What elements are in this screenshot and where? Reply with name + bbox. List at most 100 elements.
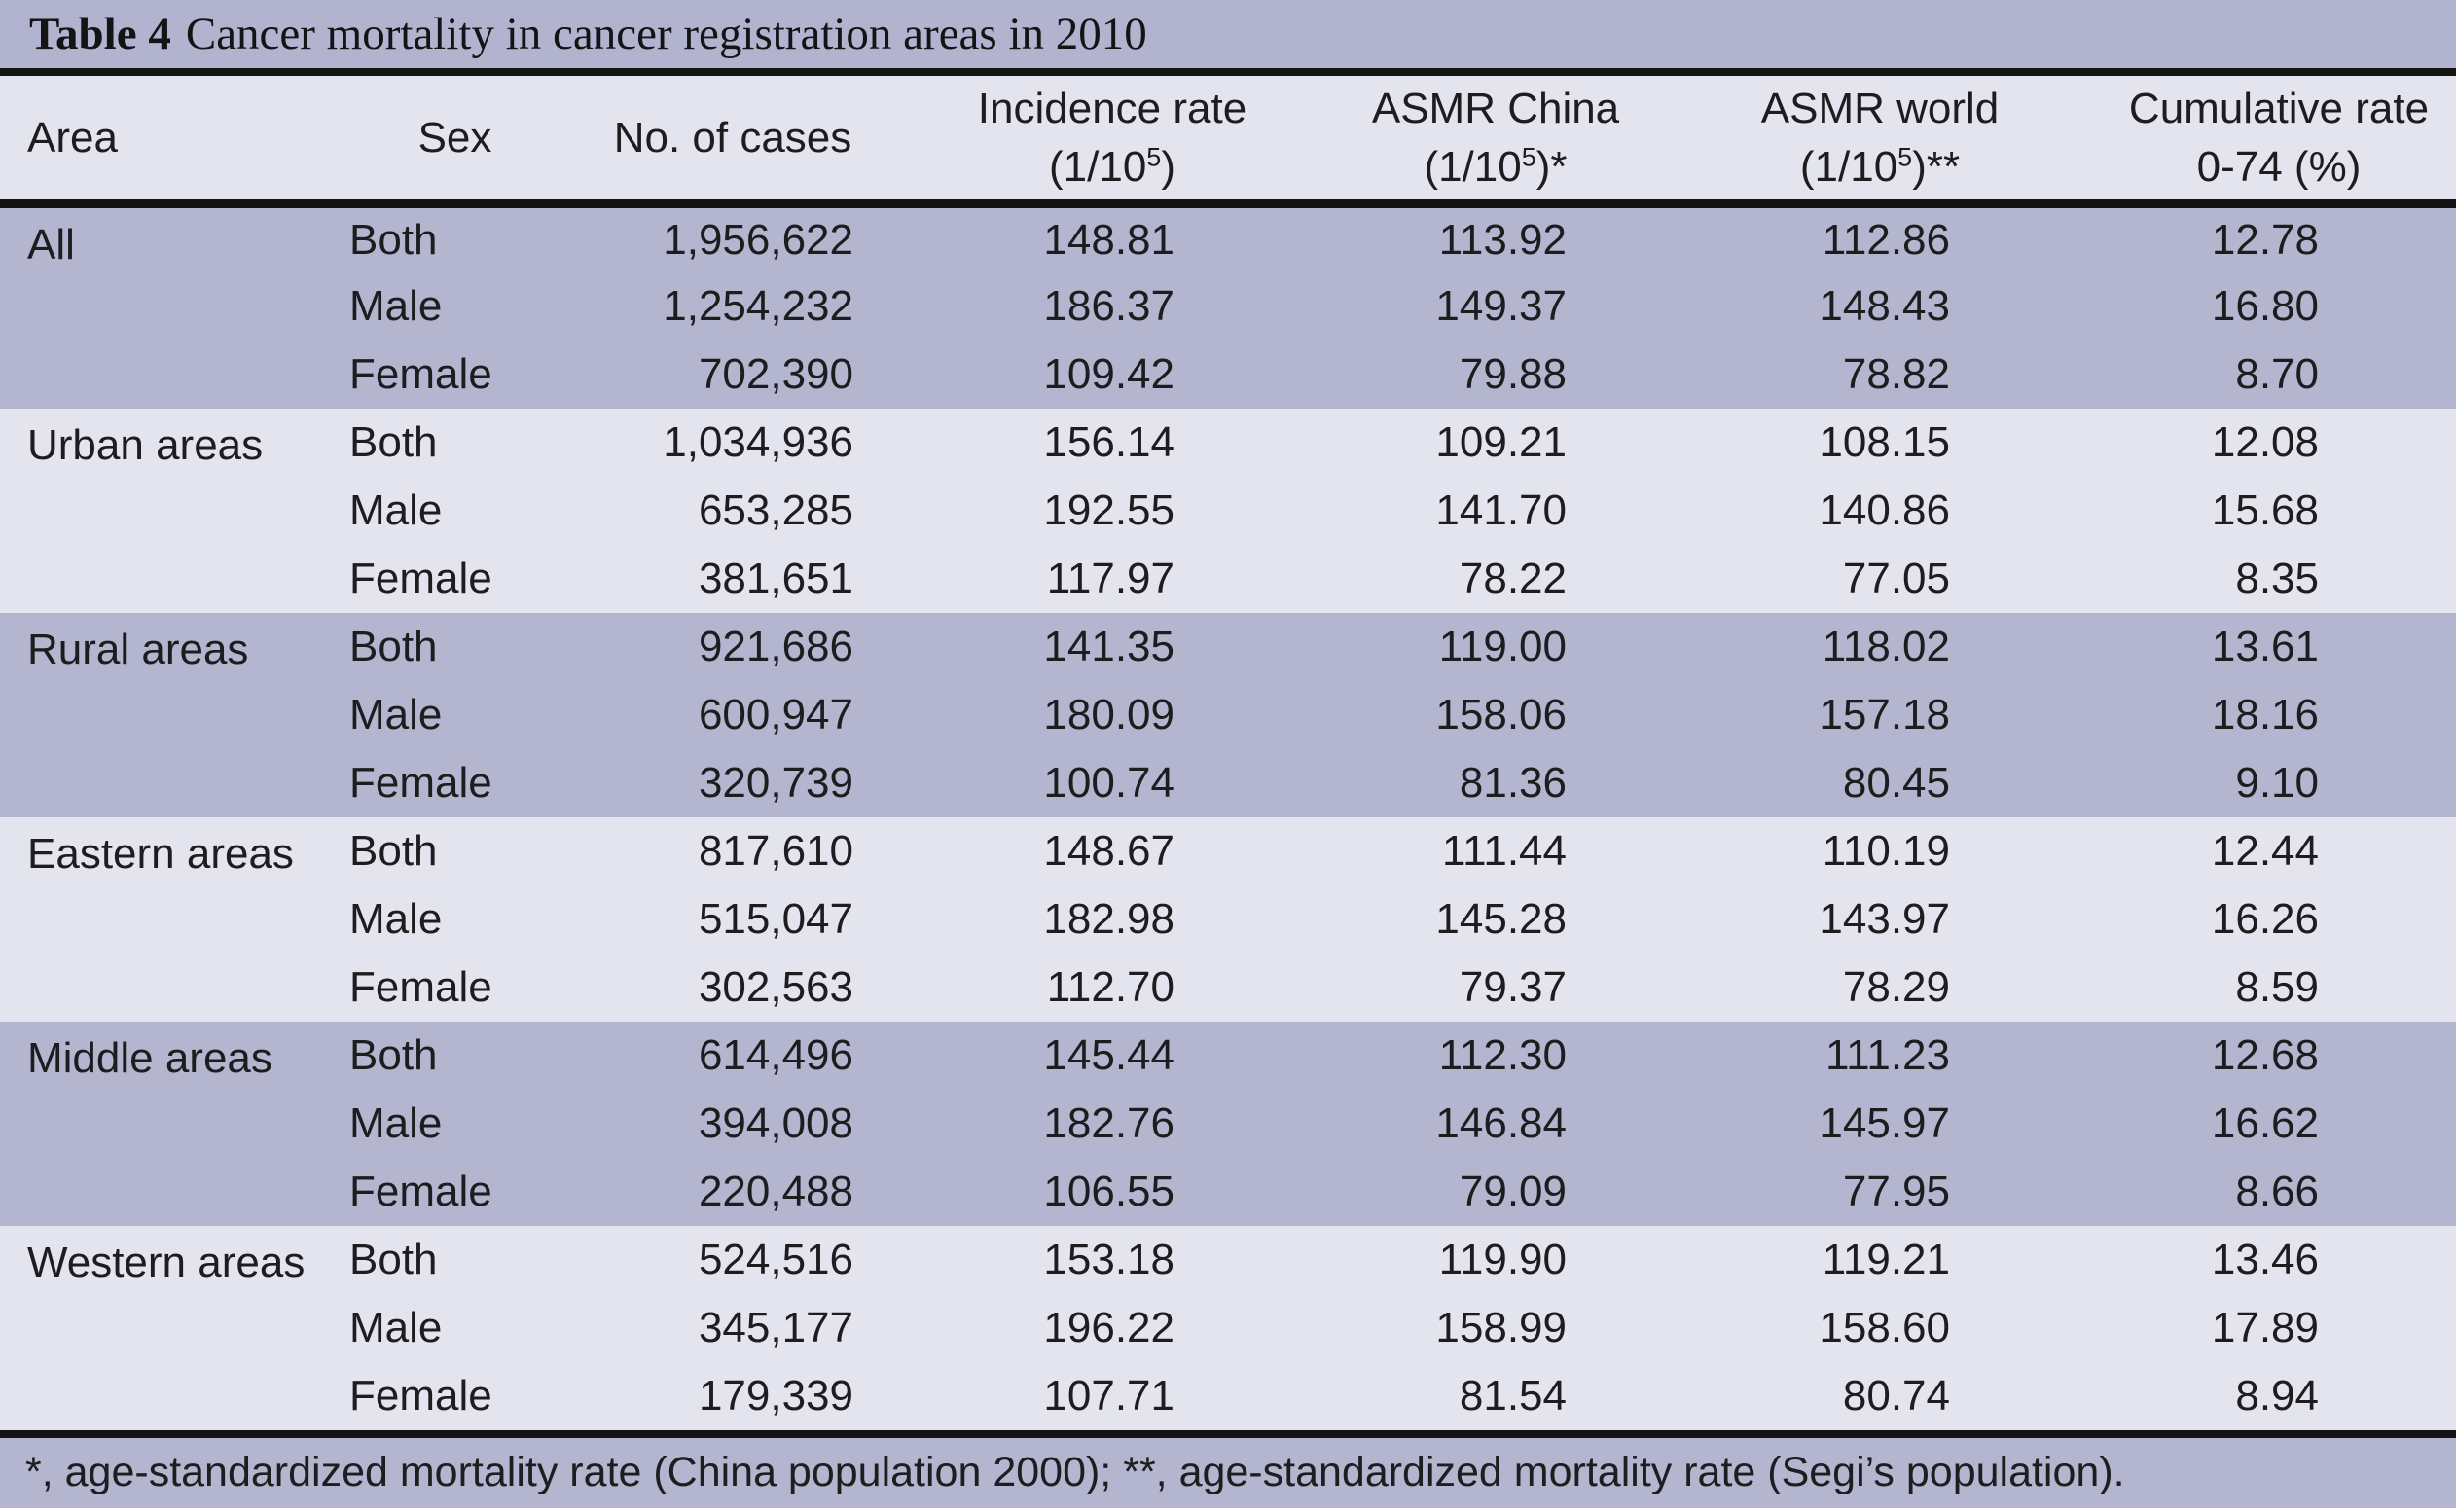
cell-cumulative: 15.68: [2102, 476, 2456, 545]
cell-asmr-world: 108.15: [1658, 408, 2102, 477]
cell-sex: Female: [336, 748, 574, 817]
cell-sex: Female: [336, 544, 574, 613]
cell-asmr-world: 77.05: [1658, 544, 2102, 613]
cell-asmr-china: 145.28: [1333, 884, 1658, 954]
cell-cumulative: 12.08: [2102, 408, 2456, 477]
cell-asmr-world: 78.82: [1658, 340, 2102, 409]
col-header-incidence: Incidence rate (1/105): [891, 76, 1333, 208]
table-row: Female 179,339 107.71 81.54 80.74 8.94: [0, 1361, 2456, 1430]
cell-sex: Female: [336, 953, 574, 1022]
unit-suffix: )*: [1535, 142, 1568, 191]
cell-cumulative: 9.10: [2102, 748, 2456, 817]
cell-cases: 921,686: [574, 612, 891, 681]
cell-asmr-world: 158.60: [1658, 1293, 2102, 1362]
cell-asmr-china: 119.00: [1333, 612, 1658, 681]
table-row: Male 345,177 196.22 158.99 158.60 17.89: [0, 1293, 2456, 1362]
cell-incidence: 182.98: [891, 884, 1333, 954]
cell-asmr-world: 78.29: [1658, 953, 2102, 1022]
table-row: Male 600,947 180.09 158.06 157.18 18.16: [0, 680, 2456, 749]
col-header-cases: No. of cases: [574, 76, 891, 208]
cell-sex: Both: [336, 1225, 574, 1294]
cell-asmr-china: 111.44: [1333, 816, 1658, 885]
table-row: Male 653,285 192.55 141.70 140.86 15.68: [0, 476, 2456, 545]
cell-sex: Male: [336, 1089, 574, 1158]
cell-asmr-china: 79.09: [1333, 1157, 1658, 1226]
cell-asmr-china: 81.54: [1333, 1361, 1658, 1430]
cell-asmr-china: 112.30: [1333, 1021, 1658, 1090]
cell-cumulative: 16.80: [2102, 271, 2456, 341]
cell-cases: 614,496: [574, 1021, 891, 1090]
table-title: Table 4 Cancer mortality in cancer regis…: [0, 0, 2456, 76]
col-header-cumulative-line1: Cumulative rate: [2128, 84, 2430, 132]
cell-cumulative: 12.68: [2102, 1021, 2456, 1090]
cell-sex: Male: [336, 1293, 574, 1362]
table-row: Urban areas Both 1,034,936 156.14 109.21…: [0, 408, 2456, 613]
cell-asmr-china: 158.06: [1333, 680, 1658, 749]
table-row: Middle areas Both 614,496 145.44 112.30 …: [0, 1021, 2456, 1226]
cell-cumulative: 8.94: [2102, 1361, 2456, 1430]
cell-sex: Male: [336, 476, 574, 545]
cell-sex: Female: [336, 340, 574, 409]
cell-cumulative: 12.44: [2102, 816, 2456, 885]
cell-sex: Female: [336, 1361, 574, 1430]
cell-incidence: 107.71: [891, 1361, 1333, 1430]
table-row: Female 302,563 112.70 79.37 78.29 8.59: [0, 953, 2456, 1022]
cell-asmr-china: 158.99: [1333, 1293, 1658, 1362]
cell-cases: 179,339: [574, 1361, 891, 1430]
cell-sex: Both: [336, 203, 574, 272]
cell-sex: Male: [336, 680, 574, 749]
unit-suffix: ): [1161, 142, 1175, 191]
cell-sex: Both: [336, 408, 574, 477]
col-header-asmr-china: ASMR China (1/105)*: [1333, 76, 1658, 208]
cell-asmr-china: 81.36: [1333, 748, 1658, 817]
unit-superscript: 5: [1146, 141, 1162, 171]
cell-asmr-china: 141.70: [1333, 476, 1658, 545]
cell-asmr-world: 140.86: [1658, 476, 2102, 545]
cell-incidence: 141.35: [891, 612, 1333, 681]
table-row: All Both 1,956,622 148.81 113.92 112.86 …: [0, 203, 2456, 409]
cell-cases: 702,390: [574, 340, 891, 409]
cell-sex: Both: [336, 1021, 574, 1090]
cell-asmr-china: 113.92: [1333, 203, 1658, 272]
cell-incidence: 192.55: [891, 476, 1333, 545]
cell-cases: 653,285: [574, 476, 891, 545]
header-row: Area Sex No. of cases Incidence rate (1/…: [0, 76, 2456, 208]
cell-cumulative: 13.61: [2102, 612, 2456, 681]
col-header-asmr-china-unit: (1/105)*: [1333, 142, 1658, 191]
cell-cases: 515,047: [574, 884, 891, 954]
unit-superscript: 5: [1521, 141, 1536, 171]
cell-asmr-world: 143.97: [1658, 884, 2102, 954]
col-header-asmr-world-line1: ASMR world: [1760, 84, 2000, 132]
cell-asmr-china: 119.90: [1333, 1225, 1658, 1294]
cell-asmr-world: 148.43: [1658, 271, 2102, 341]
cell-incidence: 148.67: [891, 816, 1333, 885]
cell-asmr-china: 109.21: [1333, 408, 1658, 477]
cell-cases: 220,488: [574, 1157, 891, 1226]
table-row: Female 220,488 106.55 79.09 77.95 8.66: [0, 1157, 2456, 1226]
cell-sex: Male: [336, 884, 574, 954]
cell-cases: 302,563: [574, 953, 891, 1022]
cell-area: Rural areas: [0, 612, 336, 817]
table-row: Male 1,254,232 186.37 149.37 148.43 16.8…: [0, 271, 2456, 341]
unit-suffix: )**: [1912, 142, 1961, 191]
table-row: Male 515,047 182.98 145.28 143.97 16.26: [0, 884, 2456, 954]
unit-prefix: (1/10: [1049, 142, 1147, 191]
cell-asmr-world: 118.02: [1658, 612, 2102, 681]
cell-cases: 1,254,232: [574, 271, 891, 341]
cell-asmr-china: 146.84: [1333, 1089, 1658, 1158]
cell-asmr-world: 157.18: [1658, 680, 2102, 749]
col-header-incidence-unit: (1/105): [891, 142, 1333, 191]
cell-asmr-world: 112.86: [1658, 203, 2102, 272]
cell-cases: 524,516: [574, 1225, 891, 1294]
col-header-asmr-world-unit: (1/105)**: [1658, 142, 2102, 191]
cell-cases: 1,034,936: [574, 408, 891, 477]
table-row: Female 381,651 117.97 78.22 77.05 8.35: [0, 544, 2456, 613]
cell-cases: 600,947: [574, 680, 891, 749]
cell-cumulative: 8.66: [2102, 1157, 2456, 1226]
cell-incidence: 196.22: [891, 1293, 1333, 1362]
table-title-text: Cancer mortality in cancer registration …: [185, 9, 1147, 59]
cell-asmr-china: 149.37: [1333, 271, 1658, 341]
table-row: Female 702,390 109.42 79.88 78.82 8.70: [0, 340, 2456, 409]
table-row: Eastern areas Both 817,610 148.67 111.44…: [0, 816, 2456, 1022]
cell-asmr-world: 80.45: [1658, 748, 2102, 817]
